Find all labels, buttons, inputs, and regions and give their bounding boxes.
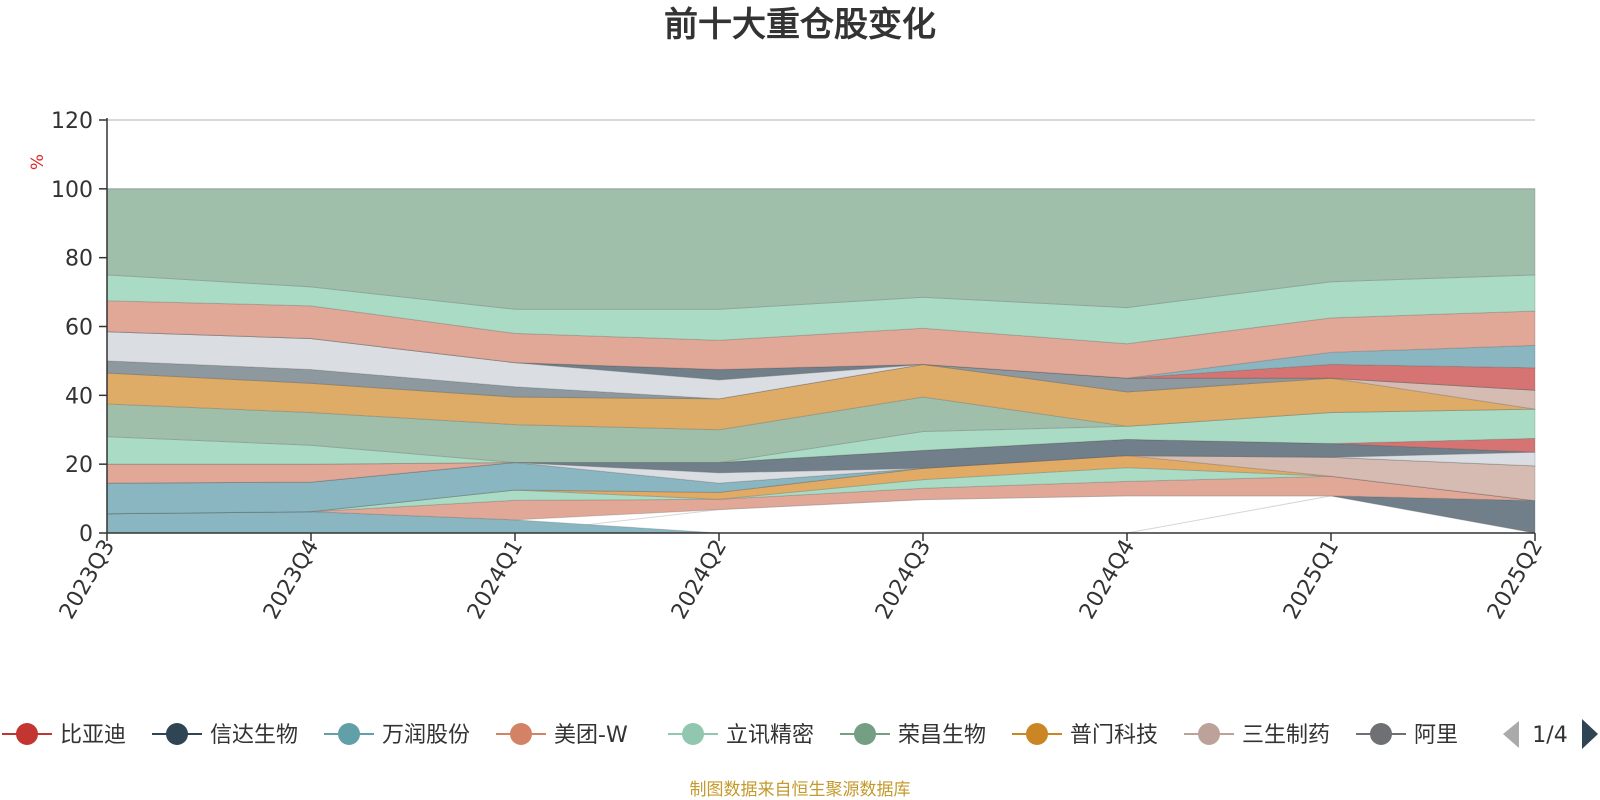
area-band: [106, 455, 1536, 515]
y-tick-label: 20: [65, 453, 93, 478]
legend-prev-icon[interactable]: [1503, 721, 1519, 748]
legend-page-indicator: 1/4: [1532, 723, 1567, 748]
legend-label: 荣昌生物: [898, 723, 986, 748]
legend-item[interactable]: 荣昌生物: [840, 723, 986, 748]
area-band: [107, 437, 1536, 465]
area-band: [106, 274, 1536, 345]
y-tick-label: 0: [79, 522, 93, 547]
legend-label: 三生制药: [1242, 723, 1330, 748]
legend-marker-icon: [166, 723, 188, 745]
x-tick-label: 2024Q1: [463, 536, 528, 624]
area-band: [106, 438, 1536, 484]
area-band: [106, 331, 1536, 400]
legend-marker-icon: [1370, 723, 1392, 745]
area-band: [106, 300, 1536, 379]
legend-item[interactable]: 比亚迪: [2, 723, 126, 748]
x-tick-label: 2025Q2: [1483, 536, 1548, 624]
y-tick-label: 80: [65, 247, 93, 272]
area-band: [106, 188, 1536, 310]
legend-marker-icon: [1198, 723, 1220, 745]
legend-marker-icon: [338, 723, 360, 745]
y-tick-label: 60: [65, 316, 93, 341]
legend[interactable]: 比亚迪 信达生物 万润股份 美团-W 立讯精密 荣昌生物 普门科技 三生制药 阿里 1/4: [2, 719, 1598, 749]
y-tick-label: 100: [51, 178, 93, 203]
y-axis-unit: %: [28, 154, 48, 170]
area-band: [106, 331, 1536, 379]
area-band: [106, 331, 1536, 391]
legend-label: 比亚迪: [60, 723, 126, 748]
area-band: [106, 511, 1535, 534]
x-tick-label: 2023Q3: [55, 536, 120, 624]
legend-label: 美团-W: [554, 723, 628, 748]
legend-item[interactable]: 三生制药: [1184, 723, 1330, 748]
y-tick-label: 120: [51, 109, 93, 134]
stacked-areas: [106, 188, 1536, 534]
legend-item[interactable]: 美团-W: [496, 723, 628, 748]
legend-label: 信达生物: [210, 723, 298, 748]
x-tick-label: 2024Q2: [667, 536, 732, 624]
x-tick-label: 2024Q3: [871, 536, 936, 624]
area-band: [106, 438, 1536, 484]
legend-item[interactable]: 信达生物: [152, 723, 298, 748]
legend-item[interactable]: 阿里: [1356, 723, 1458, 748]
legend-next-icon[interactable]: [1582, 719, 1598, 749]
legend-label: 阿里: [1414, 723, 1458, 748]
legend-marker-icon: [16, 723, 38, 745]
x-tick-label: 2023Q4: [259, 536, 324, 624]
area-band: [106, 408, 1536, 465]
x-tick-label: 2025Q1: [1279, 536, 1344, 624]
legend-item[interactable]: 普门科技: [1012, 723, 1158, 748]
legend-marker-icon: [854, 723, 876, 745]
chart-title: 前十大重仓股变化: [664, 5, 936, 45]
legend-marker-icon: [510, 723, 532, 745]
x-tick-label: 2024Q4: [1075, 536, 1140, 624]
legend-marker-icon: [1026, 723, 1048, 745]
legend-item[interactable]: 立讯精密: [668, 723, 814, 748]
legend-item[interactable]: 万润股份: [324, 723, 470, 748]
legend-label: 万润股份: [382, 723, 470, 748]
legend-label: 立讯精密: [726, 723, 814, 748]
legend-marker-icon: [682, 723, 704, 745]
area-band: [106, 451, 1536, 484]
y-tick-label: 40: [65, 384, 93, 409]
legend-items: 比亚迪 信达生物 万润股份 美团-W 立讯精密 荣昌生物 普门科技 三生制药 阿里: [2, 723, 1458, 748]
data-source-note: 制图数据来自恒生聚源数据库: [690, 780, 911, 800]
legend-label: 普门科技: [1070, 723, 1158, 748]
